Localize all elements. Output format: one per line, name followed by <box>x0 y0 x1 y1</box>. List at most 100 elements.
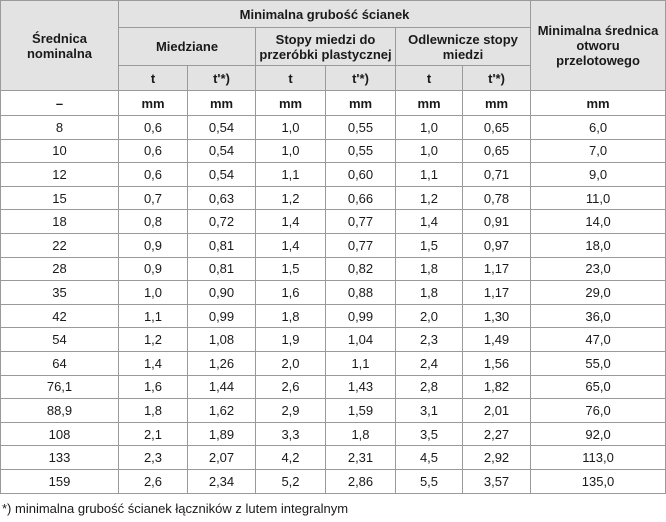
table-cell: 1,5 <box>395 232 463 258</box>
table-cell: 0,9 <box>118 256 188 282</box>
table-cell: 1,2 <box>118 327 188 352</box>
table-cell: 3,3 <box>255 421 326 447</box>
table-cell: 2,9 <box>255 398 326 423</box>
table-cell: 1,26 <box>187 350 256 376</box>
table-cell: 0,72 <box>187 209 256 234</box>
table-cell: 1,1 <box>395 162 463 187</box>
table-cell: 0,54 <box>187 115 256 140</box>
table-cell: 12 <box>0 162 119 187</box>
pipe-table: Średnica nominalna Minimalna grubość ści… <box>0 0 666 494</box>
unit-cell: mm <box>187 90 256 116</box>
table-cell: 7,0 <box>530 138 666 164</box>
table-cell: 1,5 <box>255 256 326 282</box>
table-cell: 92,0 <box>530 421 666 447</box>
table-cell: 0,6 <box>118 115 188 140</box>
header-cell: Minimalna grubość ścianek <box>117 0 532 28</box>
table-cell: 108 <box>0 421 119 447</box>
table-cell: 1,59 <box>325 398 396 423</box>
table-cell: 36,0 <box>530 303 666 329</box>
table-row: 108 2,1 1,89 3,3 1,8 3,5 2,27 92,0 <box>0 421 666 447</box>
table-cell: 1,9 <box>255 327 326 352</box>
table-cell: 0,65 <box>461 115 532 140</box>
table-cell: 1,8 <box>395 280 463 305</box>
table-cell: 135,0 <box>530 468 666 494</box>
table-cell: 2,27 <box>461 421 532 447</box>
table-cell: 0,88 <box>325 280 396 305</box>
table-row: 22 0,9 0,81 1,4 0,77 1,5 0,97 18,0 <box>0 232 666 258</box>
table-cell: 0,71 <box>461 162 532 187</box>
table-cell: 2,86 <box>325 468 396 494</box>
table-cell: 1,2 <box>395 185 463 211</box>
table-cell: 113,0 <box>530 445 666 470</box>
table-cell: 0,77 <box>325 232 396 258</box>
table-cell: 0,6 <box>118 138 188 164</box>
table-cell: 2,4 <box>395 350 463 376</box>
table-cell: 1,62 <box>187 398 256 423</box>
table-cell: 0,54 <box>187 162 256 187</box>
table-cell: 64 <box>0 350 119 376</box>
table-cell: 1,2 <box>255 185 326 211</box>
header-cell: Miedziane <box>118 27 256 66</box>
table-cell: 0,55 <box>325 115 396 140</box>
table-cell: 3,1 <box>395 398 463 423</box>
table-cell: 1,1 <box>255 162 326 187</box>
table-cell: 5,5 <box>395 468 463 494</box>
table-cell: 1,44 <box>187 374 256 400</box>
table-cell: 1,0 <box>255 115 326 140</box>
table-cell: 0,90 <box>187 280 256 305</box>
table-cell: 2,0 <box>395 303 463 329</box>
header-cell: t'*) <box>325 65 396 91</box>
table-cell: 18,0 <box>530 232 666 258</box>
table-cell: 8 <box>0 115 119 140</box>
table-cell: 1,4 <box>395 209 463 234</box>
table-cell: 4,5 <box>395 445 463 470</box>
table-cell: 29,0 <box>530 280 666 305</box>
table-cell: 10 <box>0 138 119 164</box>
header-cell: t'*) <box>187 65 256 91</box>
table-cell: 0,6 <box>118 162 188 187</box>
unit-cell: mm <box>118 90 188 116</box>
table-cell: 1,1 <box>325 350 396 376</box>
table-cell: 2,1 <box>118 421 188 447</box>
table-row: 64 1,4 1,26 2,0 1,1 2,4 1,56 55,0 <box>0 350 666 376</box>
footnote: *) minimalna grubość ścianek łączników z… <box>2 500 349 516</box>
table-cell: 23,0 <box>530 256 666 282</box>
table-cell: 0,99 <box>187 303 256 329</box>
table-cell: 4,2 <box>255 445 326 470</box>
table-cell: 2,3 <box>118 445 188 470</box>
table-cell: 0,81 <box>187 232 256 258</box>
table-cell: 2,3 <box>395 327 463 352</box>
header-cell: Średnica nominalna <box>0 0 119 91</box>
table-row: 88,9 1,8 1,62 2,9 1,59 3,1 2,01 76,0 <box>0 398 666 423</box>
header-cell: t <box>395 65 463 91</box>
table-cell: 1,6 <box>118 374 188 400</box>
table-cell: 0,82 <box>325 256 396 282</box>
unit-cell: mm <box>530 90 666 116</box>
table-cell: 0,9 <box>118 232 188 258</box>
table-cell: 0,66 <box>325 185 396 211</box>
table-cell: 0,65 <box>461 138 532 164</box>
table-cell: 76,0 <box>530 398 666 423</box>
table-cell: 1,1 <box>118 303 188 329</box>
table-cell: 1,8 <box>395 256 463 282</box>
table-cell: 42 <box>0 303 119 329</box>
table-cell: 1,17 <box>461 256 532 282</box>
table-cell: 0,97 <box>461 232 532 258</box>
unit-cell: mm <box>325 90 396 116</box>
table-cell: 0,91 <box>461 209 532 234</box>
table-row: 28 0,9 0,81 1,5 0,82 1,8 1,17 23,0 <box>0 256 666 282</box>
table-cell: 3,57 <box>461 468 532 494</box>
table-cell: 1,0 <box>395 115 463 140</box>
table-cell: 5,2 <box>255 468 326 494</box>
table-cell: 14,0 <box>530 209 666 234</box>
table-cell: 1,17 <box>461 280 532 305</box>
header-cell: t <box>255 65 326 91</box>
header-cell: t'*) <box>461 65 532 91</box>
header-cell: Minimalna średnica otworu przelotowego <box>530 0 666 91</box>
table-cell: 1,04 <box>325 327 396 352</box>
table-cell: 2,07 <box>187 445 256 470</box>
table-cell: 6,0 <box>530 115 666 140</box>
table-row: 42 1,1 0,99 1,8 0,99 2,0 1,30 36,0 <box>0 303 666 329</box>
table-cell: 18 <box>0 209 119 234</box>
table-cell: 2,01 <box>461 398 532 423</box>
